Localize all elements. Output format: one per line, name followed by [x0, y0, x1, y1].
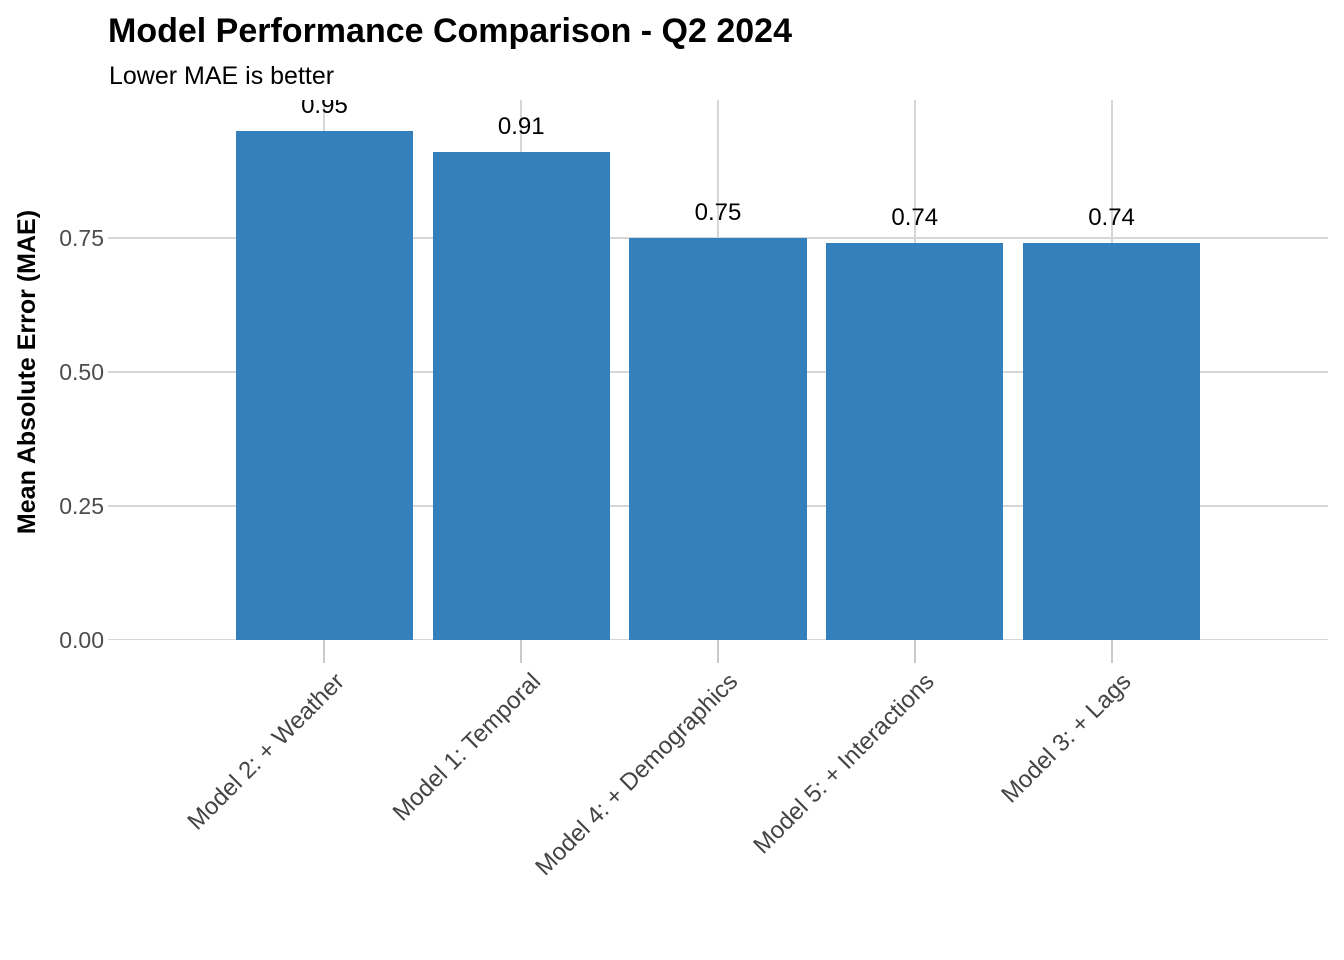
bar-value-label: 0.74: [1088, 204, 1135, 232]
chart-subtitle: Lower MAE is better: [109, 62, 335, 90]
y-tick-label: 0.25: [59, 492, 104, 519]
bar: [432, 152, 610, 640]
x-tick-label: Model 1: Temporal: [387, 668, 547, 827]
y-tick-label: 0.50: [59, 358, 104, 385]
y-tick-label: 0.00: [59, 627, 104, 653]
bar-value-label: 0.95: [301, 100, 348, 119]
x-tick-label: Model 5: + Interactions: [748, 668, 940, 860]
bar: [629, 237, 807, 640]
x-axis-tick: [520, 640, 523, 663]
x-tick-label: Model 4: + Demographics: [530, 668, 744, 881]
bar-value-label: 0.74: [891, 204, 939, 232]
bar: [1023, 243, 1201, 640]
x-axis-tick: [1110, 640, 1113, 663]
bar-value-label: 0.75: [694, 198, 742, 226]
y-tick-label: 0.75: [59, 224, 104, 251]
x-axis-tick: [717, 640, 719, 663]
bar-value-label: 0.91: [497, 113, 545, 141]
plot-panel: 0.95 0.91 0.75 0.74 0.74: [108, 100, 1328, 640]
bar: [235, 130, 413, 640]
x-tick-label: Model 2: + Weather: [182, 668, 350, 836]
x-tick-label: Model 3: + Lags: [996, 668, 1137, 809]
chart-title: Model Performance Comparison - Q2 2024: [108, 12, 792, 50]
x-axis-tick: [323, 640, 326, 663]
bar: [826, 243, 1004, 640]
x-axis-tick: [913, 640, 916, 663]
